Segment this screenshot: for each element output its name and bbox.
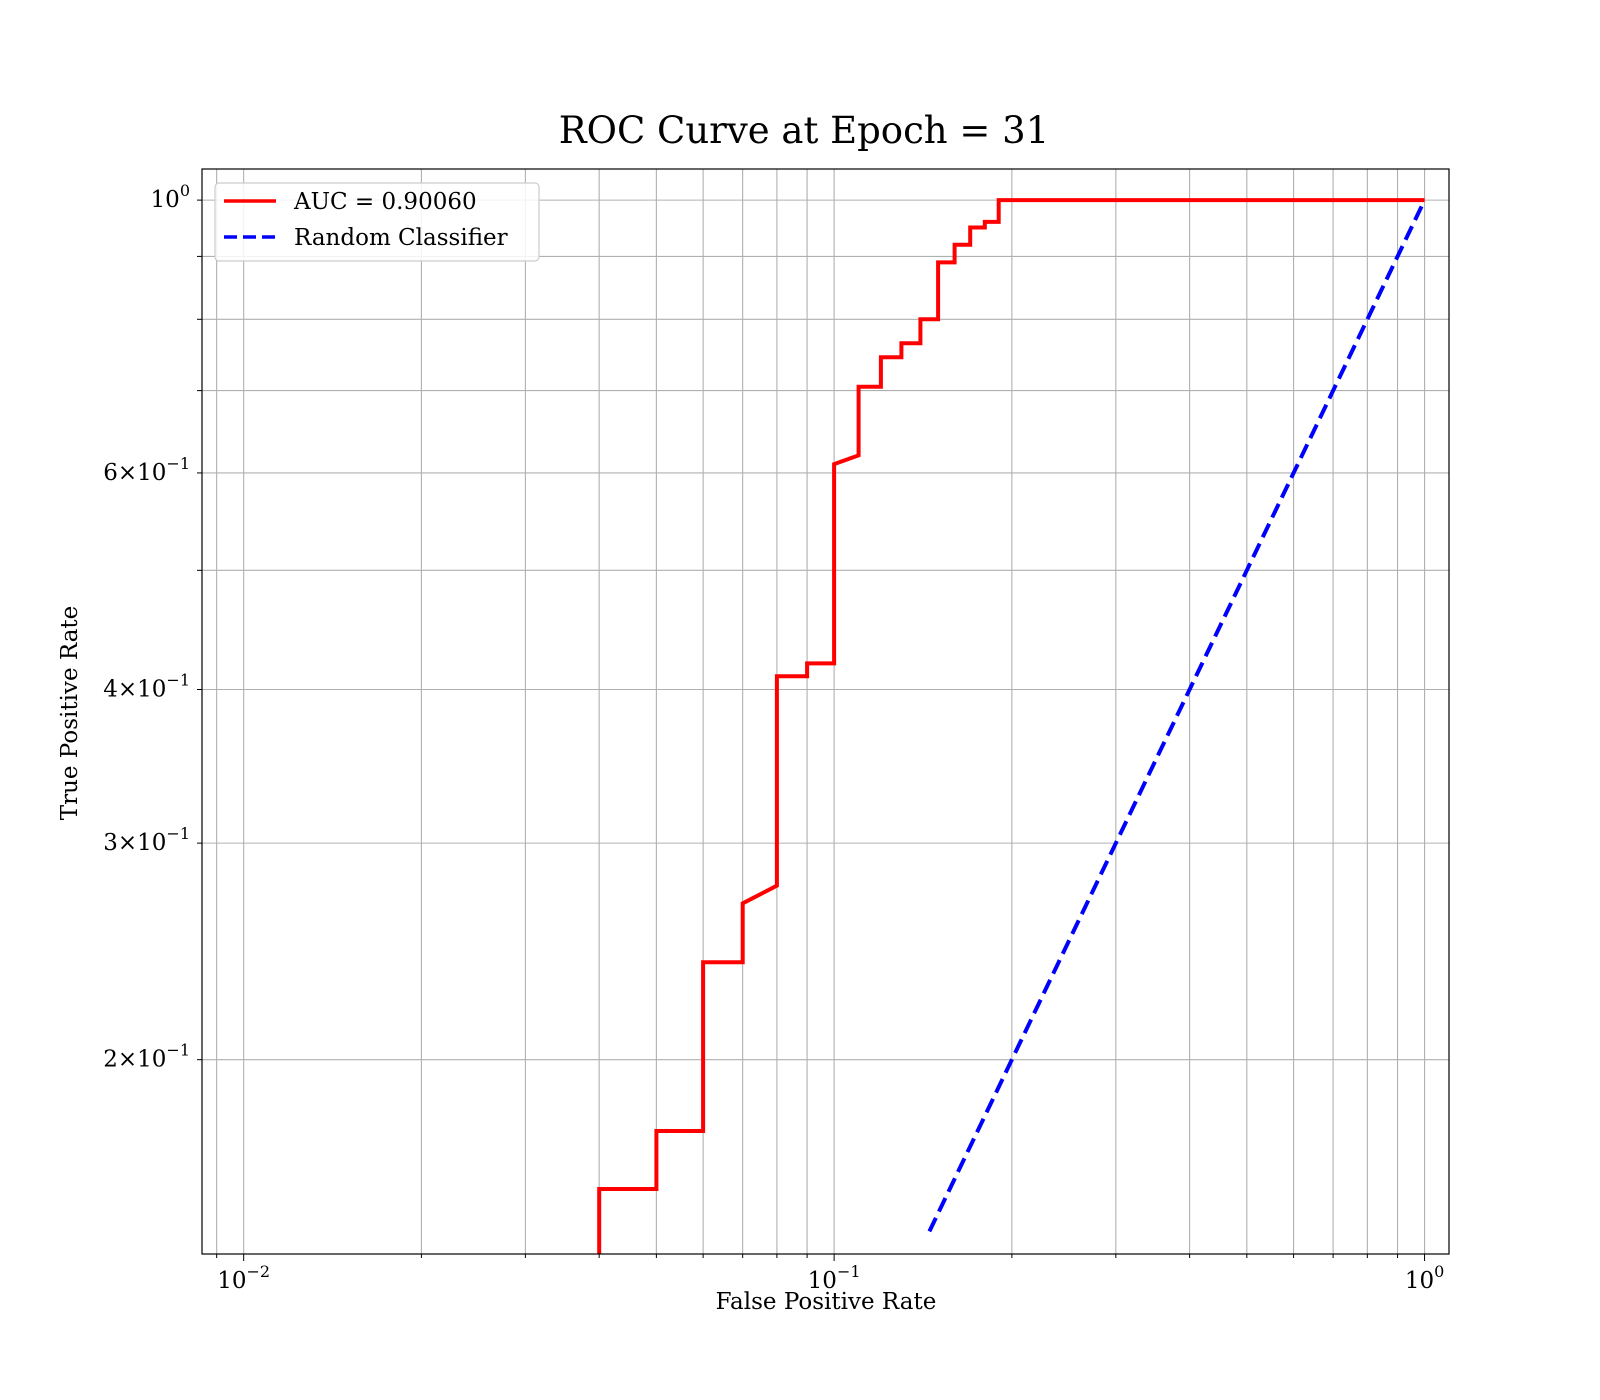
grid (202, 169, 1449, 1254)
legend-box (214, 182, 540, 262)
y-tick-label: 100 (151, 181, 190, 213)
legend: AUC = 0.90060 Random Classifier (214, 182, 540, 262)
y-tick-label: 3×10−1 (103, 824, 190, 856)
ticks: 10−2 10−1 100 100 6×10−1 4×10−1 3×10−1 2×10−1 (103, 181, 1444, 1294)
y-tick-label: 2×10−1 (103, 1041, 190, 1073)
legend-label-auc: AUC = 0.90060 (293, 189, 477, 215)
x-axis-label: False Positive Rate (716, 1289, 937, 1315)
x-tick-label: 10−2 (217, 1262, 270, 1294)
x-tick-label: 10−1 (808, 1262, 861, 1294)
legend-label-random: Random Classifier (294, 225, 508, 251)
y-tick-label: 4×10−1 (103, 670, 190, 702)
roc-curve-line (597, 198, 1425, 1254)
plot-frame (201, 168, 1450, 1255)
random-classifier-line (927, 199, 1427, 1233)
chart-title: ROC Curve at Epoch = 31 (559, 109, 1049, 152)
y-tick-label: 6×10−1 (103, 454, 190, 486)
y-axis-label: True Positive Rate (57, 606, 83, 821)
x-tick-label: 100 (1405, 1262, 1444, 1294)
series-layer (597, 198, 1427, 1254)
